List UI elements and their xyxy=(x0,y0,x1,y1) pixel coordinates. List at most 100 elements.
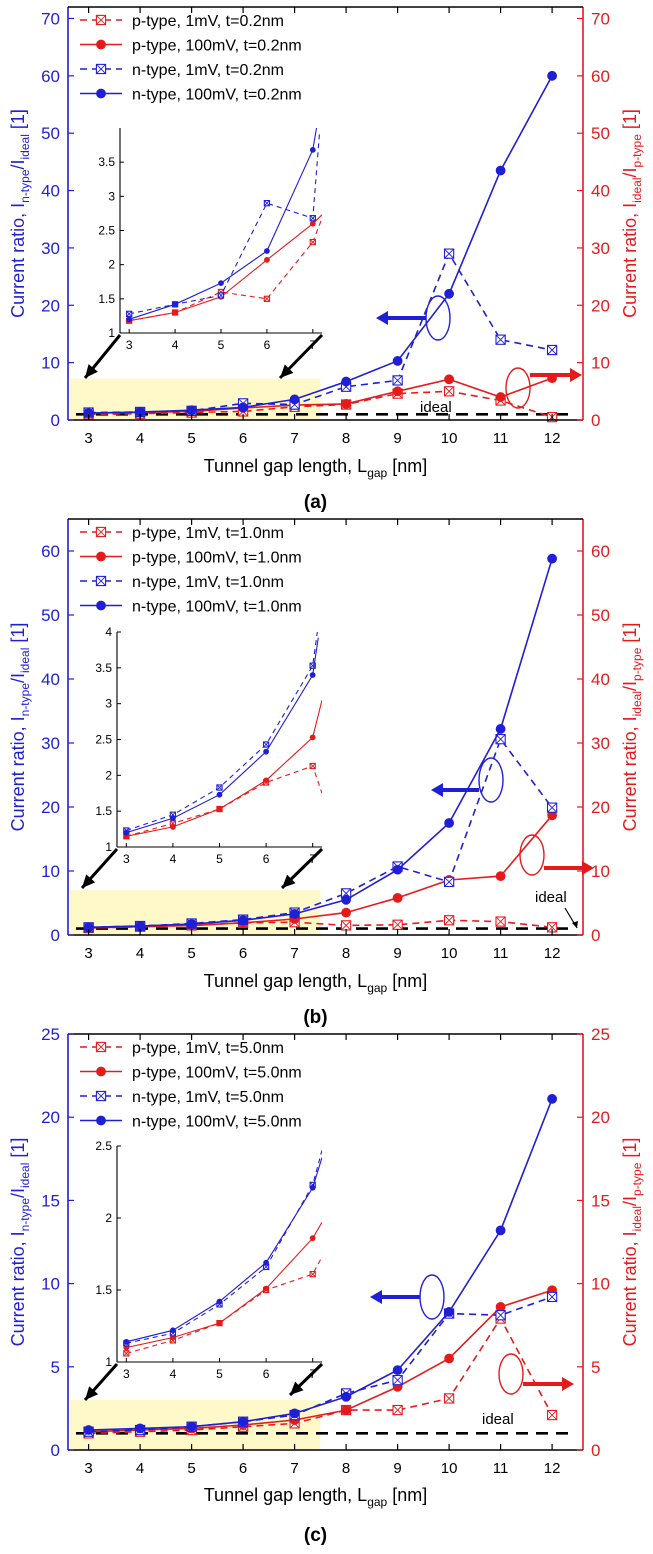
x-axis-label-unit: [nm] xyxy=(387,456,427,476)
y-tick-label-right: 50 xyxy=(591,606,610,625)
y-axis-label-right: Current ratio, Iideal/Ip-type [1] xyxy=(620,1138,644,1347)
legend-label-3: n-type, 100mV, t=1.0nm xyxy=(132,599,302,616)
series-3-point-7 xyxy=(444,288,455,299)
y-tick-label-right: 10 xyxy=(591,862,610,881)
inset-plot: 3 4 5 6 7 1 1.5 2 2.5 3 3.5 4 xyxy=(95,625,322,866)
series-group-ellipse xyxy=(505,367,531,409)
inset-y-tick-label: 1 xyxy=(105,840,112,854)
series-3-point-4 xyxy=(289,908,300,919)
y-axis-label-right-sub2: p-type xyxy=(630,1162,644,1196)
inset-y-tick-label: 2.5 xyxy=(95,733,112,747)
legend-marker-1 xyxy=(96,1066,106,1077)
y-tick-label-right: 20 xyxy=(591,798,610,817)
inset-series-1-point-2 xyxy=(216,806,223,812)
inset-series-line-3 xyxy=(129,128,318,320)
inset-x-tick-label: 7 xyxy=(309,852,316,866)
panel-label: (a) xyxy=(304,492,327,513)
panel-label: (c) xyxy=(304,1525,327,1546)
inset-series-1-point-1 xyxy=(170,824,176,830)
x-axis-label-main: Tunnel gap length, L xyxy=(204,456,367,476)
series-3-point-3 xyxy=(238,402,249,413)
series-3-point-8 xyxy=(495,165,506,176)
y-axis-label-left-sub1: n-type xyxy=(18,169,32,203)
series-group-ellipse xyxy=(498,1353,524,1395)
y-axis-label-right-sub1: ideal xyxy=(630,691,644,716)
y-tick-label-right: 0 xyxy=(591,926,600,945)
x-tick-label: 10 xyxy=(441,1460,458,1477)
series-line-3 xyxy=(88,1098,553,1431)
series-3-point-1 xyxy=(135,1423,146,1434)
series-0-point-7 xyxy=(443,915,455,926)
inset-y-tick-label: 2 xyxy=(105,1211,112,1225)
y-axis-label-right-sub2: p-type xyxy=(630,647,644,681)
y-axis-label-right-sub2: p-type xyxy=(630,134,644,168)
legend-marker-2 xyxy=(95,63,107,75)
legend-label-1: p-type, 100mV, t=0.2nm xyxy=(132,38,302,55)
series-3-point-5 xyxy=(341,894,352,905)
y-axis-label-left-tail: [1] xyxy=(8,1138,28,1163)
legend-marker-0 xyxy=(95,14,107,26)
x-tick-label: 3 xyxy=(84,945,92,962)
legend-marker-1 xyxy=(96,551,106,562)
y-tick-label-right: 20 xyxy=(591,296,610,315)
inset-series-1-point-4 xyxy=(309,1235,316,1242)
y-axis-label-left-mid: /I xyxy=(8,673,28,683)
y-tick-label-right: 5 xyxy=(591,1358,600,1377)
y-tick-label-left: 10 xyxy=(41,1275,60,1294)
y-axis-label-right-main: Current ratio, I xyxy=(620,203,640,318)
x-tick-label: 4 xyxy=(136,1460,144,1477)
y-axis-label-right-mid: /I xyxy=(620,681,640,691)
y-axis-label-left-sub2: ideal xyxy=(18,1163,32,1188)
series-1-point-7 xyxy=(444,1353,455,1364)
inset-series-line-1 xyxy=(126,1222,322,1349)
inset-series-1-point-3 xyxy=(263,1285,269,1292)
inset-series-2-point-4 xyxy=(309,215,316,222)
inset-plot: 3 4 5 6 7 1 1.5 2 2.5 xyxy=(95,1139,322,1381)
y-tick-label-right: 10 xyxy=(591,1275,610,1294)
inset-series-2-point-4 xyxy=(309,662,316,669)
inset-series-1-point-4 xyxy=(309,220,316,227)
y-tick-label-right: 30 xyxy=(591,734,610,753)
series-2-point-6 xyxy=(392,375,403,386)
x-axis-label-unit: [nm] xyxy=(387,971,427,991)
y-tick-label-right: 60 xyxy=(591,542,610,561)
zoom-arrowhead xyxy=(85,1386,99,1400)
series-1-point-5 xyxy=(341,907,352,918)
y-tick-label-left: 20 xyxy=(41,798,60,817)
zoom-arrowhead xyxy=(282,874,296,888)
series-1-point-8 xyxy=(495,871,506,882)
series-line-3 xyxy=(88,75,553,414)
series-3-point-9 xyxy=(547,1093,557,1104)
inset-plot: 3 4 5 6 7 1 1.5 2 2.5 3 3.5 xyxy=(98,128,322,352)
y-tick-label-right: 25 xyxy=(591,1025,610,1044)
x-tick-label: 9 xyxy=(393,430,401,447)
inset-x-tick-label: 7 xyxy=(309,1367,316,1381)
y-tick-label-right: 40 xyxy=(591,182,610,201)
inset-x-tick-label: 4 xyxy=(170,1367,177,1381)
legend-label-2: n-type, 1mV, t=5.0nm xyxy=(132,1089,284,1106)
series-2-point-8 xyxy=(495,1310,506,1321)
series-0-point-9 xyxy=(546,1409,558,1421)
inset-series-line-1 xyxy=(126,699,322,837)
series-3-point-6 xyxy=(392,864,403,875)
ideal-label: ideal xyxy=(420,399,452,416)
series-3-point-2 xyxy=(186,1421,197,1432)
series-3-point-6 xyxy=(392,356,403,366)
series-3-point-3 xyxy=(238,915,249,926)
inset-x-tick-label: 3 xyxy=(126,338,133,352)
y-tick-label-right: 40 xyxy=(591,670,610,689)
axis-pointer-arrowhead xyxy=(376,311,388,325)
inset-x-tick-label: 7 xyxy=(309,338,316,352)
y-tick-label-left: 40 xyxy=(41,182,60,201)
series-3-point-6 xyxy=(392,1365,403,1376)
y-tick-label-left: 50 xyxy=(41,606,60,625)
inset-series-line-3 xyxy=(126,637,319,834)
panel-label: (b) xyxy=(303,1007,327,1028)
ideal-label: ideal xyxy=(482,1411,514,1428)
inset-x-tick-label: 6 xyxy=(263,1367,270,1381)
y-axis-label-right-tail: [1] xyxy=(620,109,640,134)
series-1-point-6 xyxy=(392,386,403,397)
series-line-3 xyxy=(88,558,553,929)
legend-marker-0 xyxy=(95,526,107,538)
inset-series-2-point-2 xyxy=(217,292,225,299)
